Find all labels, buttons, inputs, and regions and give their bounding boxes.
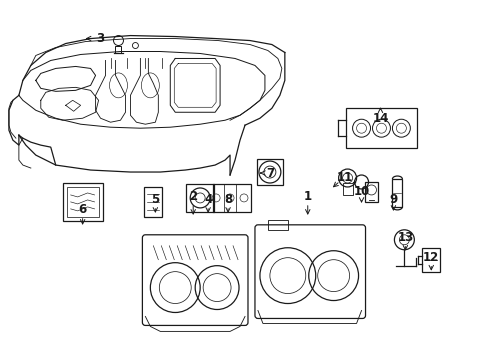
Bar (345, 108, 416, 148)
Text: 3: 3 (96, 32, 104, 45)
Bar (186, 184, 214, 212)
Text: 12: 12 (422, 251, 439, 264)
Text: 11: 11 (336, 171, 352, 184)
Text: 1: 1 (303, 190, 311, 203)
Bar (364, 182, 378, 202)
Bar (144, 187, 162, 217)
Text: 5: 5 (151, 193, 159, 206)
Text: 2: 2 (189, 190, 197, 203)
Bar (62, 183, 102, 221)
Text: 13: 13 (396, 231, 413, 244)
Text: 8: 8 (224, 193, 232, 206)
Bar (256, 159, 282, 185)
Bar (213, 184, 250, 212)
Text: 7: 7 (265, 167, 273, 180)
Bar (267, 220, 287, 230)
Text: 4: 4 (203, 193, 212, 206)
Bar (422, 248, 439, 272)
Text: 6: 6 (79, 203, 86, 216)
Bar (66, 187, 99, 217)
Text: 10: 10 (353, 185, 369, 198)
Bar (115, 45, 121, 54)
Text: 14: 14 (371, 112, 388, 125)
Text: 9: 9 (388, 193, 397, 206)
Bar (342, 183, 352, 195)
Bar (392, 179, 402, 207)
